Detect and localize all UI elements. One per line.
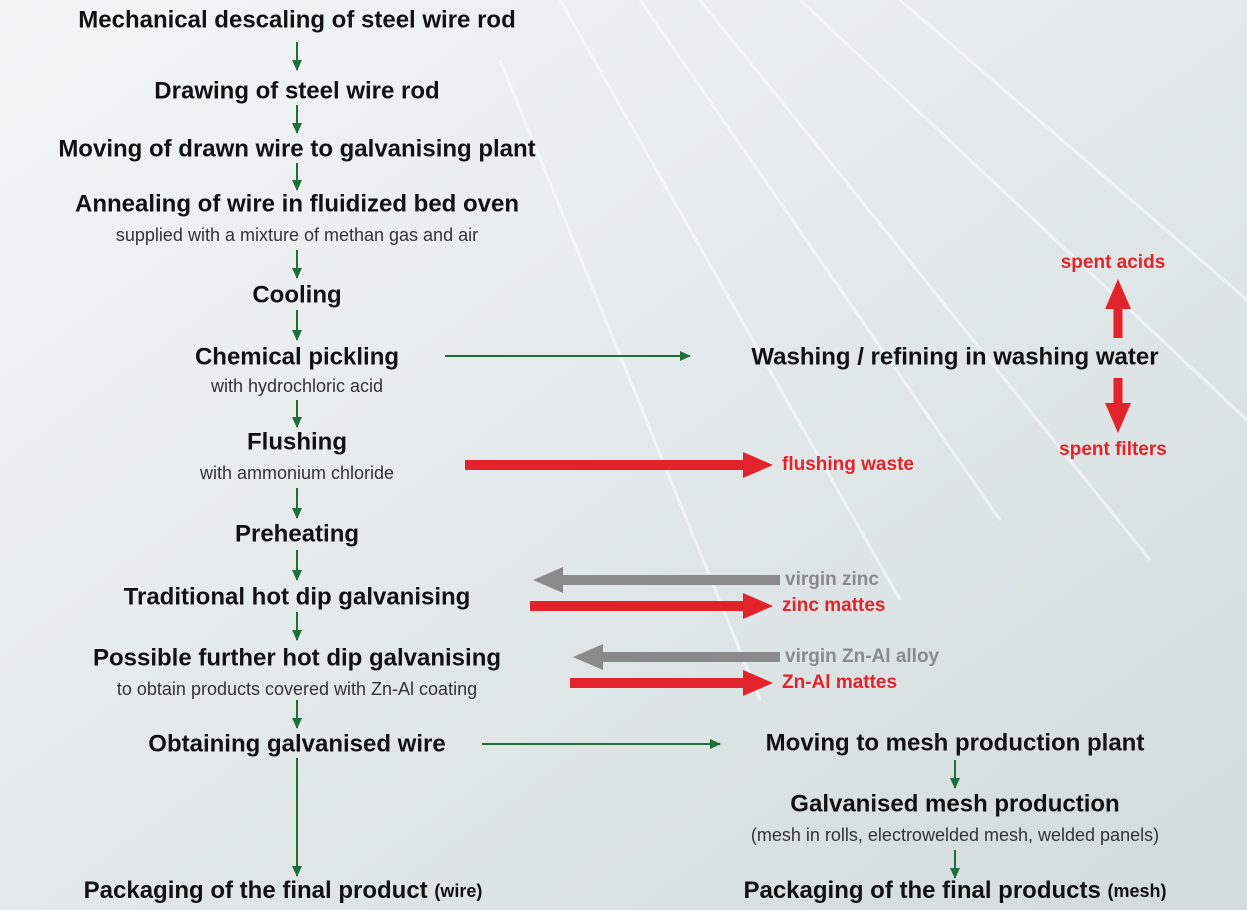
input-label: virgin Zn-Al alloy — [785, 646, 940, 667]
step-title: Moving of drawn wire to galvanising plan… — [58, 135, 535, 162]
mesh-detail: (mesh in rolls, electrowelded mesh, weld… — [751, 825, 1159, 845]
title-part: Packaging of the final products — [743, 877, 1100, 904]
step-title: Preheating — [235, 520, 359, 547]
flushing-waste: flushing waste — [782, 454, 914, 475]
qualifier: (wire) — [434, 881, 482, 901]
title-part: Packaging of the final product — [84, 877, 428, 904]
washing-title: Washing / refining in washing water — [751, 343, 1158, 370]
step-title: Annealing of wire in fluidized bed oven — [75, 190, 519, 217]
step-title: Drawing of steel wire rod — [154, 77, 439, 104]
step-detail: supplied with a mixture of methan gas an… — [116, 225, 478, 245]
step-title: Flushing — [247, 428, 347, 455]
input-label: virgin zinc — [785, 569, 879, 590]
step-detail: with ammonium chloride — [199, 463, 394, 483]
step-title: Chemical pickling — [195, 343, 399, 370]
mesh-title: Galvanised mesh production — [790, 790, 1119, 817]
step-title: Packaging of the final product (wire) — [84, 877, 483, 904]
step-title: Cooling — [252, 281, 341, 308]
output-label: zinc mattes — [782, 595, 885, 616]
step-title: Mechanical descaling of steel wire rod — [78, 6, 515, 33]
spent-acids: spent acids — [1061, 252, 1166, 273]
step-title: Possible further hot dip galvanising — [93, 644, 501, 671]
mesh-title: Moving to mesh production plant — [766, 729, 1145, 756]
diagram: Mechanical descaling of steel wire rod D… — [0, 0, 1247, 910]
qualifier: (mesh) — [1108, 881, 1167, 901]
step-title: Traditional hot dip galvanising — [124, 583, 471, 610]
mesh-title: Packaging of the final products (mesh) — [743, 877, 1166, 904]
step-detail: to obtain products covered with Zn-Al co… — [117, 679, 477, 699]
spent-filters: spent filters — [1059, 439, 1167, 460]
output-label: Zn-Al mattes — [782, 672, 897, 693]
page: Mechanical descaling of steel wire rod D… — [0, 0, 1247, 910]
step-title: Obtaining galvanised wire — [148, 730, 445, 757]
step-detail: with hydrochloric acid — [210, 376, 383, 396]
